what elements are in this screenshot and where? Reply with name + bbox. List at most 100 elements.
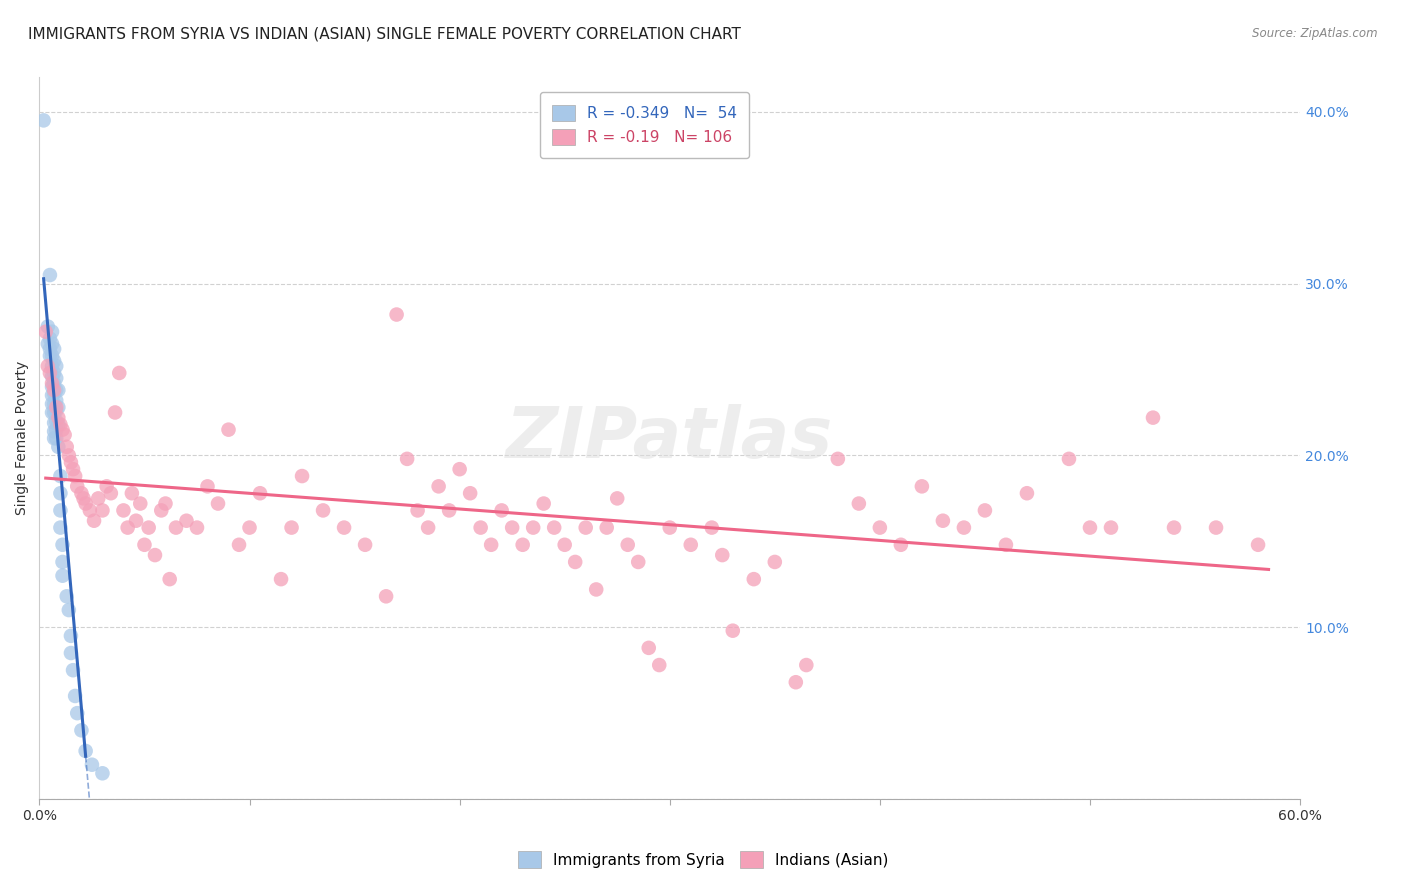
Point	[176, 514, 198, 528]
Point	[794, 658, 817, 673]
Point	[55, 590, 77, 604]
Point	[41, 405, 63, 419]
Point	[491, 503, 513, 517]
Point	[45, 401, 67, 415]
Point	[46, 383, 69, 397]
Point	[848, 497, 870, 511]
Point	[45, 431, 67, 445]
Point	[51, 538, 73, 552]
Point	[42, 366, 65, 380]
Point	[155, 497, 177, 511]
Point	[46, 417, 69, 432]
Point	[375, 590, 398, 604]
Point	[437, 503, 460, 517]
Point	[721, 624, 744, 638]
Point	[42, 397, 65, 411]
Point	[165, 520, 187, 534]
Point	[648, 658, 671, 673]
Point	[79, 503, 101, 517]
Point	[449, 462, 471, 476]
Point	[104, 405, 127, 419]
Point	[42, 425, 65, 439]
Point	[49, 417, 72, 432]
Point	[45, 393, 67, 408]
Point	[1057, 451, 1080, 466]
Point	[280, 520, 302, 534]
Point	[159, 572, 181, 586]
Point	[58, 603, 80, 617]
Point	[1163, 520, 1185, 534]
Point	[62, 462, 84, 476]
Point	[416, 520, 439, 534]
Point	[512, 538, 534, 552]
Point	[75, 497, 97, 511]
Point	[238, 520, 260, 534]
Point	[70, 486, 93, 500]
Point	[911, 479, 934, 493]
Point	[37, 336, 59, 351]
Point	[994, 538, 1017, 552]
Point	[45, 371, 67, 385]
Point	[207, 497, 229, 511]
Point	[46, 440, 69, 454]
Point	[427, 479, 450, 493]
Point	[66, 706, 89, 721]
Point	[218, 423, 240, 437]
Point	[59, 455, 82, 469]
Point	[827, 451, 849, 466]
Point	[543, 520, 565, 534]
Point	[42, 416, 65, 430]
Point	[39, 366, 62, 380]
Point	[117, 520, 139, 534]
Point	[138, 520, 160, 534]
Point	[125, 514, 148, 528]
Point	[406, 503, 429, 517]
Point	[46, 410, 69, 425]
Point	[63, 469, 86, 483]
Point	[354, 538, 377, 552]
Point	[385, 308, 408, 322]
Text: Source: ZipAtlas.com: Source: ZipAtlas.com	[1253, 27, 1378, 40]
Point	[91, 503, 114, 517]
Point	[711, 548, 734, 562]
Point	[41, 369, 63, 384]
Point	[932, 514, 955, 528]
Point	[890, 538, 912, 552]
Point	[742, 572, 765, 586]
Legend: R = -0.349   N=  54, R = -0.19   N= 106: R = -0.349 N= 54, R = -0.19 N= 106	[540, 92, 749, 158]
Point	[91, 766, 114, 780]
Point	[42, 383, 65, 397]
Point	[100, 486, 122, 500]
Point	[45, 403, 67, 417]
Point	[1247, 538, 1270, 552]
Point	[45, 414, 67, 428]
Point	[228, 538, 250, 552]
Point	[39, 349, 62, 363]
Point	[41, 349, 63, 363]
Point	[112, 503, 135, 517]
Point	[37, 359, 59, 373]
Point	[596, 520, 619, 534]
Point	[37, 319, 59, 334]
Point	[41, 380, 63, 394]
Point	[679, 538, 702, 552]
Point	[249, 486, 271, 500]
Point	[96, 479, 118, 493]
Point	[72, 491, 94, 506]
Point	[39, 342, 62, 356]
Point	[32, 113, 55, 128]
Point	[627, 555, 650, 569]
Point	[39, 332, 62, 346]
Point	[700, 520, 723, 534]
Point	[87, 491, 110, 506]
Point	[606, 491, 628, 506]
Point	[143, 548, 166, 562]
Point	[51, 555, 73, 569]
Point	[42, 405, 65, 419]
Point	[35, 325, 58, 339]
Point	[108, 366, 131, 380]
Point	[42, 376, 65, 391]
Point	[55, 440, 77, 454]
Point	[554, 538, 576, 552]
Point	[197, 479, 219, 493]
